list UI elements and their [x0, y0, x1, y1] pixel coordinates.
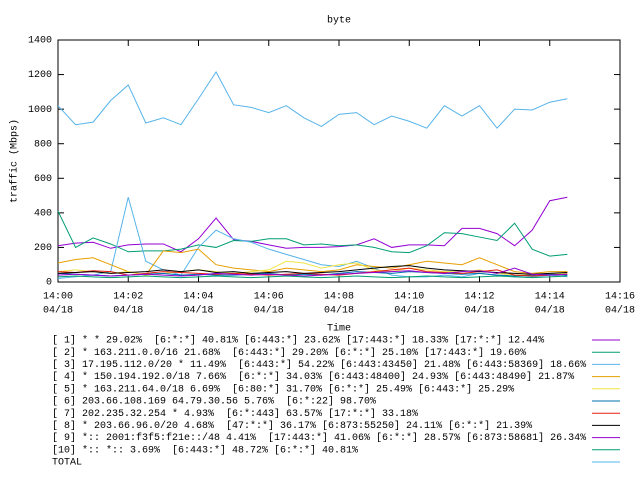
x-tick-date: 04/18 [254, 305, 284, 317]
legend-label: [ 8] * 203.66.96.0/20 4.68% [47:*:*] 36.… [52, 420, 532, 432]
y-tick-label: 600 [34, 174, 52, 185]
chart-title: byte [327, 15, 351, 27]
x-tick-label: 14:06 [254, 292, 284, 303]
legend-label: [ 3] 17.195.112.0/20 * 11.49% [6:443:*] … [52, 359, 586, 371]
y-tick-label: 400 [34, 208, 52, 219]
series-line [57, 267, 568, 277]
x-tick-date: 04/18 [605, 305, 635, 317]
legend-label: TOTAL [52, 458, 82, 469]
series-line [57, 275, 568, 279]
y-axis-label: traffic (Mbps) [9, 119, 21, 203]
legend-label: [ 1] * * 29.02% [6:*:*] 40.81% [6:443:*]… [52, 335, 544, 347]
x-tick-date: 04/18 [113, 305, 143, 317]
legend-label: [ 4] * 150.194.192.0/18 7.66% [6:*:*] 34… [52, 371, 574, 383]
x-tick-date: 04/18 [394, 305, 424, 317]
y-tick-label: 1200 [28, 70, 52, 81]
x-tick-label: 14:12 [464, 292, 494, 303]
series-line [57, 265, 568, 275]
y-tick-label: 0 [46, 278, 52, 289]
y-tick-label: 200 [34, 243, 52, 254]
legend-label: [ 6] 203.66.108.169 64.79.30.56 5.76% [6… [52, 396, 376, 408]
x-axis-label: Time [327, 323, 351, 335]
x-tick-date: 04/18 [464, 305, 494, 317]
legend-label: [ 9] *:: 2001:f3f5:f21e::/48 4.41% [17:4… [52, 432, 586, 444]
x-tick-label: 14:00 [43, 292, 73, 303]
series-line [57, 197, 568, 280]
legend-label: [ 2] * 163.211.0.0/16 21.68% [6:443:*] 2… [52, 347, 526, 359]
legend-label: [ 5] * 163.211.64.0/18 6.69% [6:80:*] 31… [52, 383, 514, 395]
x-tick-label: 14:16 [605, 292, 635, 303]
x-tick-date: 04/18 [43, 305, 73, 317]
x-tick-label: 14:02 [113, 292, 143, 303]
x-tick-date: 04/18 [324, 305, 354, 317]
x-tick-label: 14:14 [535, 292, 565, 303]
legend-label: [ 7] 202.235.32.254 * 4.93% [6:*:443] 63… [52, 408, 418, 420]
y-tick-label: 1400 [28, 36, 52, 47]
x-tick-label: 14:04 [183, 292, 213, 303]
series-line [57, 70, 568, 129]
y-tick-label: 1000 [28, 105, 52, 116]
y-tick-label: 800 [34, 139, 52, 150]
x-tick-label: 14:10 [394, 292, 424, 303]
x-tick-date: 04/18 [183, 305, 213, 317]
legend-label: [10] *:: *:: 3.69% [6:443:*] 48.72% [6:*… [52, 444, 358, 456]
x-tick-date: 04/18 [535, 305, 565, 317]
x-tick-label: 14:08 [324, 292, 354, 303]
series-line [57, 196, 568, 253]
